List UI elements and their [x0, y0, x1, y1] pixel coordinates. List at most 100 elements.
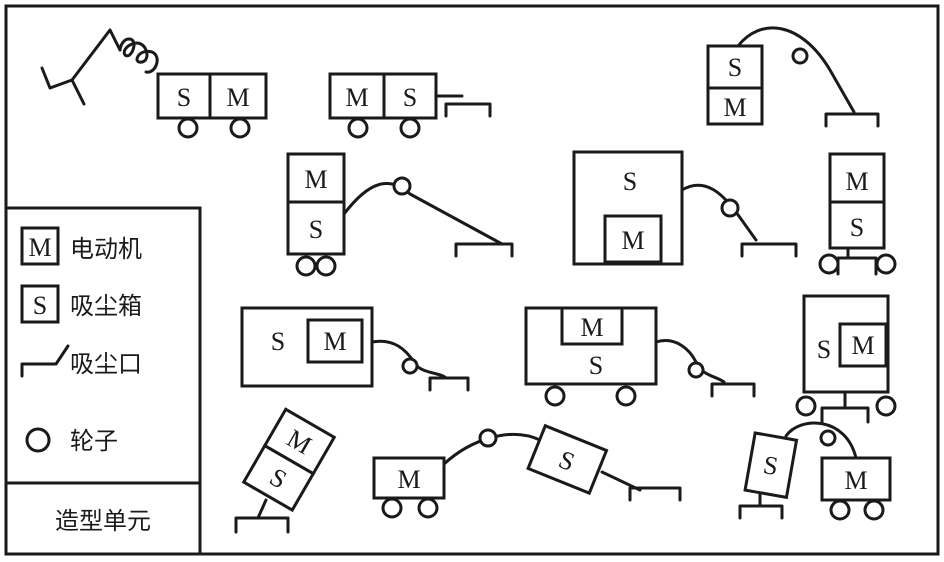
- inlet-icon: [234, 498, 290, 534]
- inlet-icon: [434, 94, 492, 118]
- legend-dust-box-label: 吸尘箱: [70, 292, 142, 320]
- legend-motor-symbol: [20, 226, 60, 266]
- hose: [342, 181, 504, 246]
- dust-box-label: S: [728, 53, 742, 82]
- robot-unit-4: M S: [286, 152, 514, 277]
- dust-box-label: S: [309, 215, 323, 244]
- hose-ring: [720, 198, 740, 218]
- inlet-icon: [454, 242, 514, 258]
- legend-motor-symbol-text: M: [28, 233, 51, 262]
- wheel: [875, 395, 897, 417]
- dust-box: [526, 423, 609, 496]
- inlet-icon: [428, 376, 470, 392]
- motor-box: [706, 86, 764, 126]
- wheel: [417, 497, 439, 519]
- motor-box: [286, 152, 346, 204]
- hose: [784, 421, 858, 460]
- motor-box-label: M: [723, 93, 746, 122]
- dust-box-label: S: [850, 213, 864, 242]
- motor-box-label: M: [851, 331, 874, 360]
- wheel: [229, 117, 251, 139]
- legend: M 电动机 S 吸尘箱 吸尘口 轮子 造型单元: [4, 206, 202, 556]
- dust-box: [743, 431, 799, 500]
- hose: [680, 183, 758, 242]
- dust-box-label: S: [589, 351, 603, 380]
- legend-title: 造型单元: [55, 507, 151, 535]
- legend-wheel-label: 轮子: [70, 427, 118, 455]
- outer-frame: [4, 4, 940, 556]
- wheel: [829, 499, 851, 521]
- hose: [736, 26, 856, 114]
- wheel: [863, 499, 885, 521]
- hose-ring: [478, 428, 498, 448]
- motor-box-label: M: [844, 466, 867, 495]
- motor-box: [306, 318, 364, 364]
- inlet-icon: [738, 492, 784, 520]
- legend-dust-box-symbol: [20, 284, 60, 324]
- inlet-icon: [820, 390, 870, 424]
- legend-inlet-label: 吸尘口: [70, 350, 142, 378]
- robot-unit-3: S M: [706, 26, 880, 128]
- hose-ring: [687, 361, 705, 379]
- wheel: [795, 395, 817, 417]
- inlet-icon: [628, 486, 682, 502]
- motor-box-label: M: [304, 165, 327, 194]
- wheel: [295, 255, 317, 277]
- motor-box: [603, 214, 663, 264]
- dust-box-label: S: [271, 327, 285, 356]
- hose-ring: [392, 176, 412, 196]
- robot-unit-8: M S: [524, 306, 756, 407]
- motor-box: [560, 306, 624, 346]
- legend-box: [4, 206, 202, 556]
- dust-box: [828, 200, 886, 250]
- robot-unit-9: S M: [795, 294, 897, 424]
- inlet-icon: [824, 112, 880, 128]
- motor-box-label: M: [845, 167, 868, 196]
- legend-dust-box-symbol-text: S: [33, 291, 47, 320]
- wheel: [399, 117, 421, 139]
- motor-box-label: M: [226, 83, 249, 112]
- wheel: [381, 497, 403, 519]
- wheel: [544, 385, 566, 407]
- motor-box-label: M: [580, 313, 603, 342]
- motor-box: [820, 456, 892, 502]
- wheel: [615, 385, 637, 407]
- dust-box-label: S: [177, 83, 191, 112]
- robot-unit-1: S M: [40, 28, 268, 139]
- dust-box: [286, 200, 346, 256]
- legend-motor-label: 电动机: [70, 235, 142, 263]
- wheel: [347, 117, 369, 139]
- motor-box: [838, 322, 888, 368]
- wheel: [818, 253, 840, 275]
- motor-box: [372, 456, 446, 500]
- legend-inlet-icon: [20, 344, 70, 378]
- hose-ring: [791, 47, 809, 65]
- dust-box-label: S: [403, 83, 417, 112]
- robot-unit-12: S M: [738, 421, 892, 521]
- inlet-icon: [710, 382, 756, 398]
- motor-box: [208, 72, 268, 120]
- dust-box: [156, 72, 212, 120]
- wheel: [315, 255, 337, 277]
- dust-box: [241, 443, 316, 513]
- inlet-icon: [836, 246, 878, 276]
- wheel: [177, 117, 199, 139]
- dust-box-label: S: [761, 450, 780, 481]
- dust-box-label: S: [623, 167, 637, 196]
- hose-ring: [401, 357, 419, 375]
- robot-unit-11: M S: [372, 423, 682, 519]
- dust-box: [382, 72, 438, 120]
- legend-wheel-icon: [25, 427, 51, 453]
- inlet-icon: [740, 242, 798, 258]
- robot-unit-5: S M: [572, 150, 798, 266]
- motor-box-label: M: [345, 83, 368, 112]
- robot-unit-6: M S: [818, 152, 897, 276]
- inlet-icon: [40, 28, 122, 106]
- robot-unit-7: S M: [240, 306, 470, 392]
- motor-box-label: M: [323, 327, 346, 356]
- robot-unit-10: M S: [234, 407, 337, 534]
- motor-box-label: M: [397, 465, 420, 494]
- wheel: [875, 253, 897, 275]
